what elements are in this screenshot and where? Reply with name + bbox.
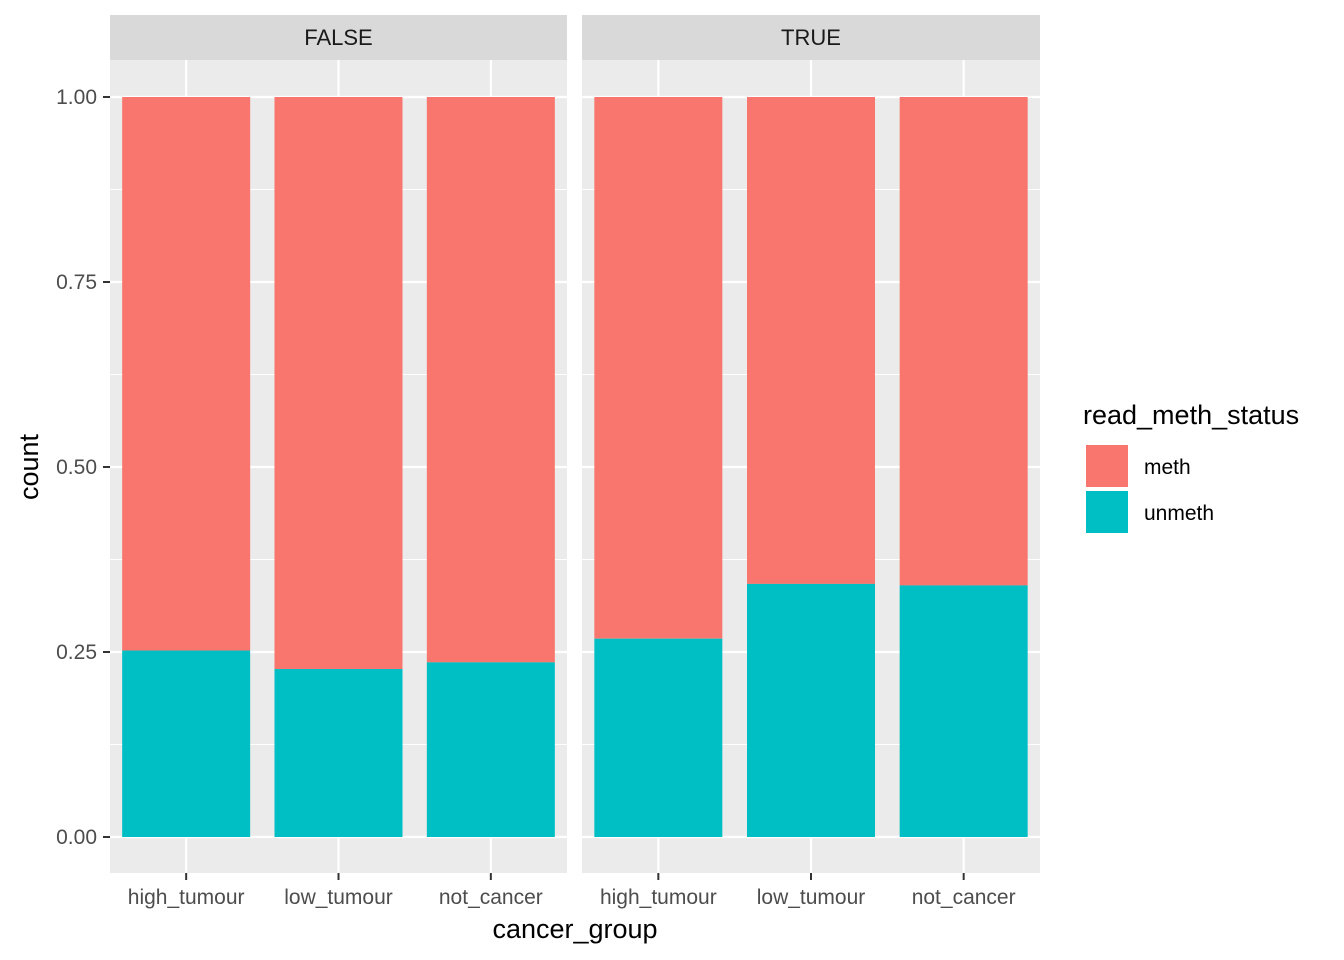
x-tick-label-low_tumour: low_tumour	[757, 886, 866, 909]
y-axis: 0.00 0.25 0.50 0.75 1.00	[56, 86, 110, 849]
bar-meth-not_cancer	[899, 97, 1028, 586]
x-tick-label-high_tumour: high_tumour	[600, 886, 717, 909]
x-tick-label-not_cancer: not_cancer	[912, 886, 1016, 909]
bar-meth-low_tumour	[274, 97, 403, 670]
y-axis-title: count	[14, 433, 44, 500]
facet-strip	[110, 15, 567, 60]
x-axis-title: cancer_group	[492, 914, 657, 944]
bar-meth-high_tumour	[122, 97, 251, 651]
bar-meth-not_cancer	[426, 97, 555, 663]
x-tick-label-not_cancer: not_cancer	[439, 886, 543, 909]
legend-label-meth: meth	[1144, 456, 1191, 479]
facet-strip-label: TRUE	[781, 25, 841, 50]
y-tick-label: 0.50	[56, 456, 97, 479]
legend: read_meth_status meth unmeth	[1083, 400, 1299, 535]
bar-unmeth-low_tumour	[747, 583, 875, 837]
x-tick-label-low_tumour: low_tumour	[284, 886, 393, 909]
bar-unmeth-low_tumour	[274, 669, 403, 837]
bar-unmeth-not_cancer	[899, 585, 1028, 837]
facet-panel-true: TRUE high_tumour low_tumour not_cancer	[582, 15, 1040, 909]
bar-meth-high_tumour	[594, 97, 723, 639]
bar-unmeth-high_tumour	[594, 638, 723, 837]
legend-key-unmeth	[1084, 489, 1130, 535]
bar-meth-low_tumour	[747, 97, 875, 584]
bar-unmeth-high_tumour	[122, 650, 251, 837]
y-tick-label: 0.00	[56, 826, 97, 849]
x-tick-label-high_tumour: high_tumour	[128, 886, 245, 909]
legend-label-unmeth: unmeth	[1144, 502, 1214, 525]
y-tick-label: 1.00	[56, 86, 97, 109]
bar-unmeth-not_cancer	[426, 662, 555, 837]
y-tick-label: 0.25	[56, 641, 97, 664]
legend-key-meth	[1084, 443, 1130, 489]
facet-strip	[582, 15, 1040, 60]
y-tick-label: 0.75	[56, 271, 97, 294]
facet-panel-false: FALSE high_tumour low_tumour not_cancer	[110, 15, 567, 909]
facet-strip-label: FALSE	[304, 25, 372, 50]
legend-title: read_meth_status	[1083, 400, 1299, 430]
